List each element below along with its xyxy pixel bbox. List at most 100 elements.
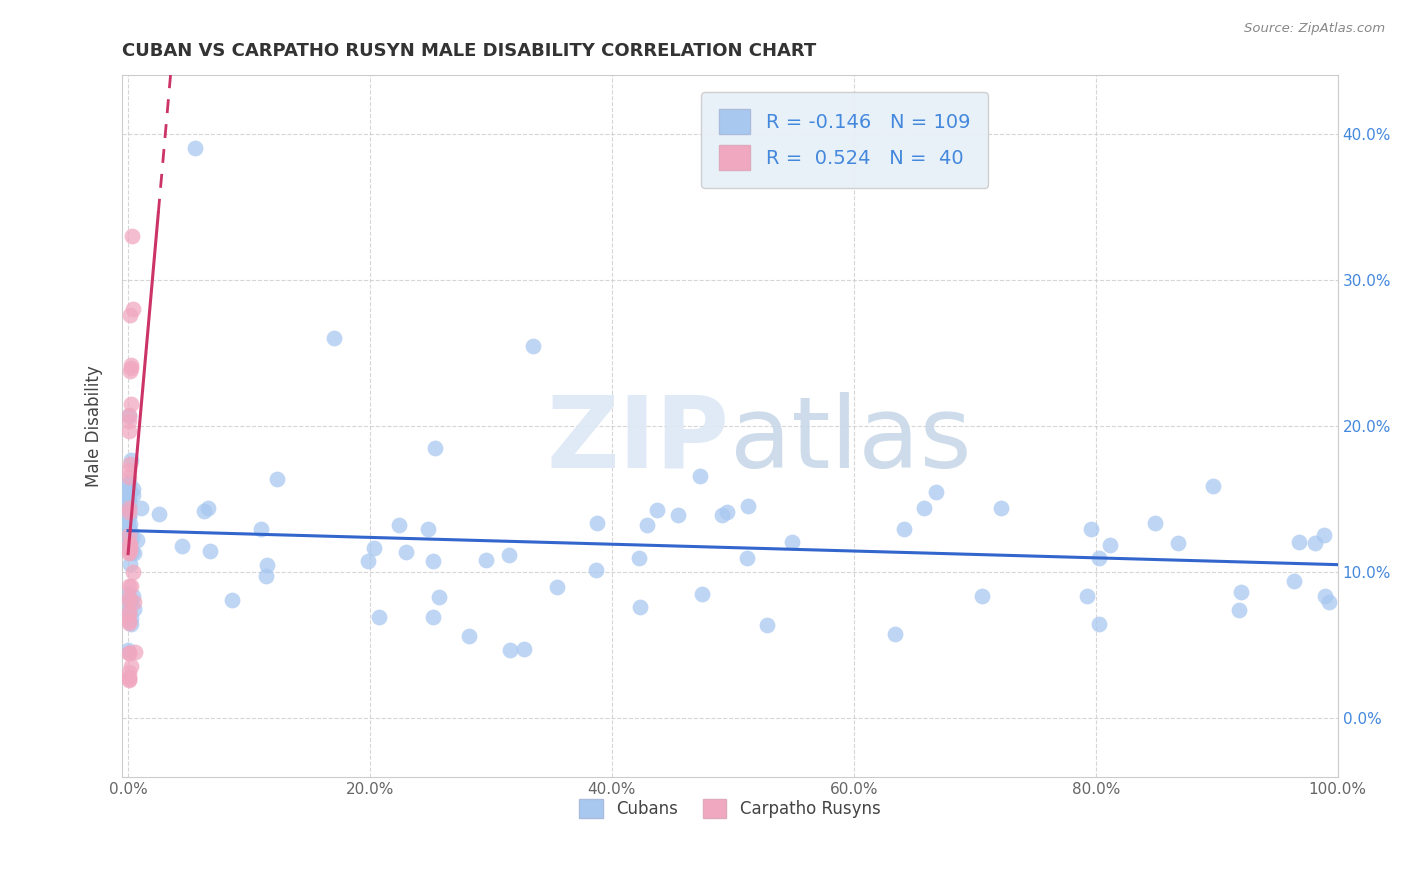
Point [118, 425, 141, 439]
Point [117, 643, 139, 657]
Point [120, 617, 142, 632]
Point [120, 397, 142, 411]
Point [912, 500, 935, 515]
Legend: Cubans, Carpatho Rusyns: Cubans, Carpatho Rusyns [572, 792, 887, 825]
Point [117, 475, 139, 490]
Point [254, 568, 277, 582]
Point [689, 469, 711, 483]
Point [118, 469, 141, 483]
Point [122, 483, 145, 497]
Point [1088, 551, 1111, 566]
Point [1313, 590, 1336, 604]
Point [416, 522, 439, 536]
Point [117, 512, 139, 526]
Point [124, 546, 146, 560]
Point [117, 524, 139, 539]
Point [118, 409, 141, 423]
Point [118, 673, 141, 687]
Point [121, 545, 143, 559]
Point [118, 414, 141, 428]
Point [118, 603, 141, 617]
Point [121, 565, 143, 579]
Point [118, 483, 141, 497]
Point [118, 533, 141, 547]
Point [122, 488, 145, 502]
Point [690, 587, 713, 601]
Point [118, 500, 141, 515]
Point [118, 463, 141, 477]
Point [586, 516, 609, 530]
Point [131, 501, 153, 516]
Point [737, 550, 759, 565]
Point [1080, 522, 1102, 536]
Point [423, 441, 446, 455]
Point [118, 543, 141, 558]
Point [118, 607, 141, 622]
Point [249, 522, 271, 536]
Point [118, 594, 141, 608]
Point [118, 537, 141, 551]
Point [645, 502, 668, 516]
Point [716, 505, 738, 519]
Point [120, 363, 142, 377]
Text: ZIP: ZIP [547, 392, 730, 489]
Point [124, 645, 146, 659]
Point [118, 593, 141, 607]
Point [990, 501, 1012, 516]
Point [122, 589, 145, 603]
Point [118, 670, 141, 684]
Point [893, 522, 915, 536]
Point [1282, 574, 1305, 588]
Point [513, 641, 536, 656]
Point [883, 626, 905, 640]
Point [120, 658, 142, 673]
Point [118, 545, 141, 559]
Point [395, 545, 418, 559]
Point [118, 500, 141, 515]
Point [118, 522, 141, 536]
Point [120, 540, 142, 554]
Point [118, 591, 141, 605]
Point [118, 505, 141, 519]
Point [118, 529, 141, 543]
Point [388, 517, 411, 532]
Point [118, 487, 141, 501]
Point [367, 609, 389, 624]
Point [256, 558, 278, 573]
Point [117, 496, 139, 510]
Point [118, 528, 141, 542]
Point [118, 614, 141, 628]
Point [1143, 516, 1166, 530]
Point [197, 501, 219, 516]
Point [127, 533, 149, 547]
Point [422, 554, 444, 568]
Point [457, 629, 479, 643]
Point [120, 536, 142, 550]
Point [118, 541, 141, 555]
Point [1288, 534, 1310, 549]
Point [1230, 585, 1253, 599]
Point [117, 537, 139, 551]
Point [200, 544, 222, 558]
Point [118, 646, 141, 660]
Point [120, 594, 142, 608]
Point [118, 545, 141, 559]
Point [122, 302, 145, 317]
Point [117, 509, 139, 524]
Point [118, 605, 141, 619]
Point [925, 485, 948, 500]
Point [522, 338, 544, 352]
Point [498, 548, 520, 562]
Point [546, 580, 568, 594]
Point [499, 643, 522, 657]
Point [183, 141, 205, 155]
Point [266, 472, 288, 486]
Point [118, 646, 141, 660]
Point [118, 615, 141, 630]
Point [118, 579, 141, 593]
Point [117, 500, 139, 515]
Point [1303, 536, 1326, 550]
Point [117, 493, 139, 508]
Point [627, 551, 650, 566]
Point [356, 553, 378, 567]
